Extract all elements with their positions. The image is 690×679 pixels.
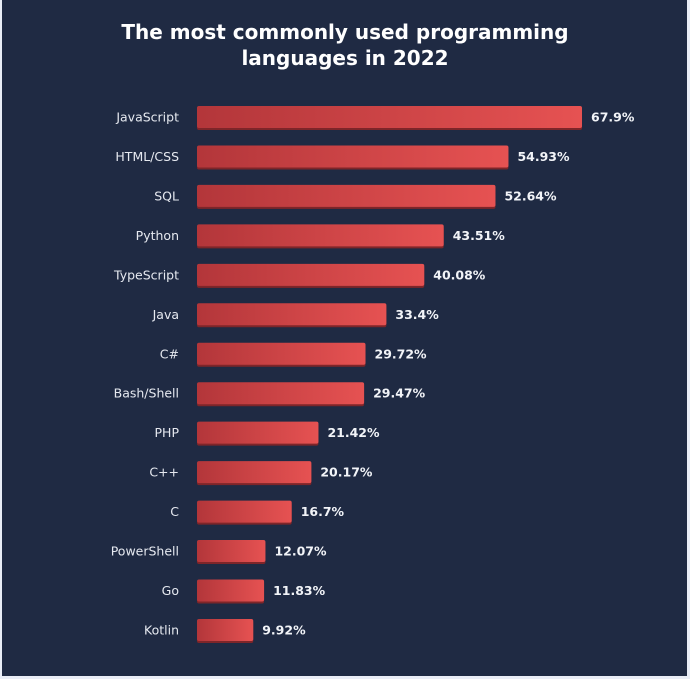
value-label: 52.64% [504, 188, 557, 203]
value-label: 43.51% [453, 228, 506, 243]
bar-c [197, 500, 292, 523]
category-label: C [170, 504, 179, 519]
bar-bash-shell [197, 382, 365, 405]
category-label: HTML/CSS [115, 149, 179, 164]
value-label: 12.07% [274, 544, 327, 559]
category-label: JavaScript [115, 110, 179, 125]
category-label: SQL [154, 188, 179, 203]
value-label: 20.17% [320, 465, 373, 480]
value-label: 9.92% [262, 622, 306, 637]
category-label: Python [136, 228, 179, 243]
category-label: Bash/Shell [114, 386, 179, 401]
category-label: Go [162, 583, 179, 598]
category-label: Java [152, 307, 179, 322]
bar-c- [197, 461, 312, 484]
bar-kotlin [197, 618, 254, 641]
category-label: Kotlin [144, 622, 179, 637]
value-label: 54.93% [517, 149, 570, 164]
category-label: C++ [149, 465, 179, 480]
bar-powershell [197, 540, 266, 563]
bar-c- [197, 342, 366, 365]
category-label: PowerShell [111, 544, 179, 559]
category-label: C# [160, 346, 179, 361]
value-label: 67.9% [591, 110, 635, 125]
value-label: 16.7% [301, 504, 345, 519]
bar-go [197, 579, 265, 602]
bar-html-css [197, 145, 509, 168]
category-label: TypeScript [113, 267, 179, 282]
category-label: PHP [155, 425, 180, 440]
value-label: 40.08% [433, 267, 486, 282]
value-label: 21.42% [327, 425, 380, 440]
bar-typescript [197, 263, 425, 286]
value-label: 29.47% [373, 386, 426, 401]
value-label: 29.72% [375, 346, 428, 361]
bar-java [197, 303, 387, 326]
value-label: 33.4% [395, 307, 439, 322]
value-label: 11.83% [273, 583, 326, 598]
chart-title: The most commonly used programming langua… [121, 20, 569, 70]
bar-sql [197, 184, 496, 207]
bar-php [197, 421, 319, 444]
bar-python [197, 224, 444, 247]
bar-javascript [197, 106, 582, 128]
